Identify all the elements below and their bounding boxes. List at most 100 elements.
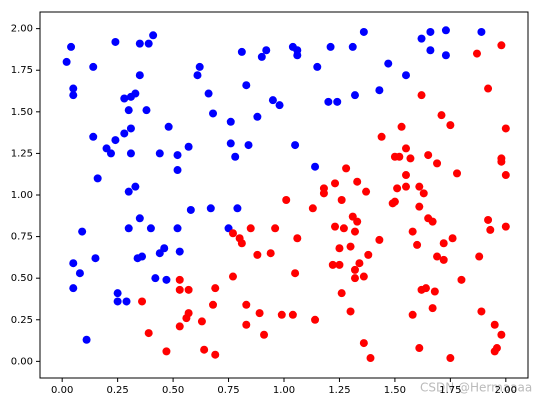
- point: [175, 275, 184, 284]
- point: [206, 204, 215, 213]
- point: [417, 34, 426, 43]
- point: [311, 162, 320, 171]
- point: [89, 132, 98, 141]
- y-tick-label: 0.50: [11, 273, 33, 284]
- y-tick-label: 0.00: [11, 356, 33, 367]
- point: [328, 260, 337, 269]
- point: [255, 309, 264, 318]
- point: [138, 252, 147, 261]
- point: [138, 297, 147, 306]
- point: [375, 86, 384, 95]
- plot-frame: [39, 11, 529, 379]
- point: [144, 329, 153, 338]
- point: [142, 106, 151, 115]
- point: [441, 51, 450, 60]
- point: [426, 46, 435, 55]
- y-tick-label: 0.75: [11, 232, 33, 243]
- point: [355, 259, 364, 268]
- point: [89, 62, 98, 71]
- point: [402, 171, 410, 180]
- point: [311, 315, 320, 324]
- point: [197, 317, 206, 326]
- point: [428, 304, 437, 313]
- point: [339, 224, 348, 233]
- point: [490, 347, 499, 356]
- point: [446, 354, 455, 363]
- point: [472, 49, 481, 58]
- point: [293, 234, 302, 243]
- point: [364, 250, 373, 259]
- point: [484, 84, 493, 93]
- point: [135, 71, 144, 80]
- y-tick-label: 0.25: [11, 315, 33, 326]
- point: [353, 217, 362, 226]
- point: [486, 225, 495, 234]
- point: [359, 27, 368, 36]
- point: [173, 166, 182, 175]
- point: [135, 39, 144, 48]
- point: [288, 310, 297, 319]
- y-tick-label: 2.00: [11, 24, 33, 35]
- point: [124, 106, 133, 115]
- point: [421, 284, 430, 293]
- point: [195, 62, 204, 71]
- point: [126, 124, 135, 133]
- point: [430, 287, 439, 296]
- point: [209, 300, 218, 309]
- point: [266, 249, 275, 258]
- point: [93, 174, 102, 183]
- point: [271, 224, 280, 233]
- point: [149, 31, 158, 40]
- point: [275, 101, 284, 110]
- point: [268, 96, 277, 105]
- point: [501, 171, 510, 180]
- point: [333, 97, 342, 106]
- x-tick-label: 1.25: [328, 385, 350, 396]
- point: [277, 310, 286, 319]
- point: [350, 91, 359, 100]
- x-tick-label: 0.00: [51, 385, 73, 396]
- point: [173, 151, 182, 160]
- point: [350, 265, 359, 274]
- point: [260, 330, 269, 339]
- point: [337, 289, 346, 298]
- point: [175, 285, 184, 294]
- point: [448, 234, 457, 243]
- point: [428, 217, 437, 226]
- x-tick-label: 0.50: [162, 385, 184, 396]
- point: [366, 354, 375, 363]
- point: [359, 339, 368, 348]
- point: [184, 285, 193, 294]
- x-tick-label: 1.75: [439, 385, 461, 396]
- y-tick-label: 1.00: [11, 190, 33, 201]
- point: [501, 124, 510, 133]
- point: [346, 307, 355, 316]
- point: [244, 141, 253, 150]
- point: [417, 91, 426, 100]
- point: [162, 347, 171, 356]
- point: [282, 195, 291, 204]
- point: [120, 129, 129, 138]
- point: [402, 182, 410, 191]
- point: [353, 177, 362, 186]
- point: [91, 254, 100, 263]
- point: [437, 111, 446, 120]
- point: [106, 149, 115, 158]
- point: [313, 62, 322, 71]
- point: [419, 189, 428, 198]
- point: [193, 71, 202, 80]
- point: [124, 224, 133, 233]
- point: [346, 242, 355, 251]
- x-tick-label: 1.00: [273, 385, 295, 396]
- point: [200, 345, 209, 354]
- point: [135, 214, 144, 223]
- point: [377, 132, 386, 141]
- point: [415, 202, 424, 211]
- point: [253, 250, 262, 259]
- point: [209, 109, 218, 118]
- point: [497, 157, 506, 166]
- point: [122, 297, 131, 306]
- point: [151, 274, 160, 283]
- point: [82, 335, 91, 344]
- point: [226, 117, 235, 126]
